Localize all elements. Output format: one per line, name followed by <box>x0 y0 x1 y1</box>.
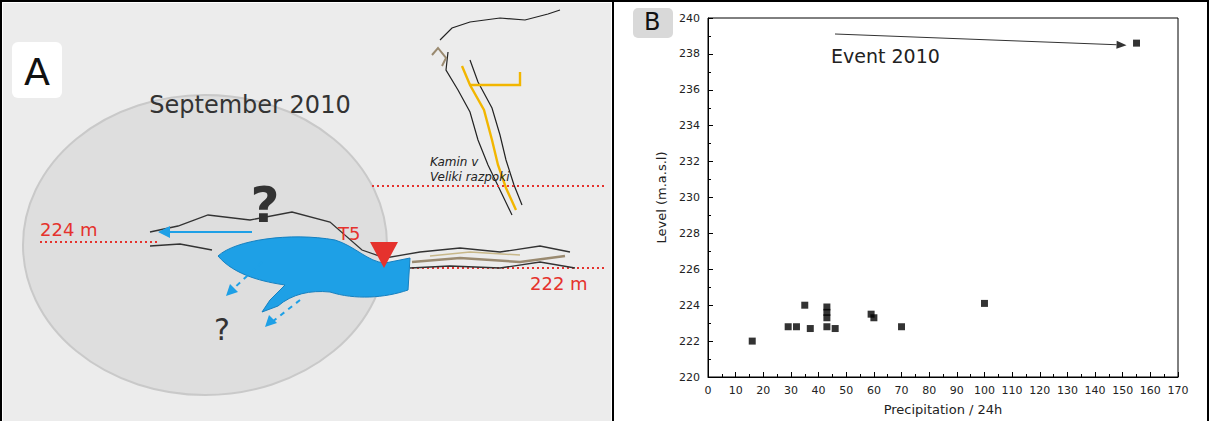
svg-text:Kamin v: Kamin v <box>430 155 479 169</box>
svg-text:40: 40 <box>812 384 826 397</box>
svg-text:232: 232 <box>679 155 700 168</box>
svg-text:170: 170 <box>1168 384 1189 397</box>
svg-text:Level (m.a.s.l): Level (m.a.s.l) <box>654 151 669 243</box>
svg-text:?: ? <box>250 176 279 234</box>
svg-text:B: B <box>644 8 660 36</box>
svg-text:Event 2010: Event 2010 <box>831 45 940 67</box>
svg-text:236: 236 <box>679 83 700 96</box>
svg-text:T5: T5 <box>337 223 360 244</box>
svg-text:60: 60 <box>867 384 881 397</box>
svg-text:?: ? <box>214 312 230 347</box>
svg-text:70: 70 <box>895 384 909 397</box>
svg-text:A: A <box>24 50 50 94</box>
svg-text:20: 20 <box>756 384 770 397</box>
svg-text:224: 224 <box>679 299 700 312</box>
svg-text:224 m: 224 m <box>40 219 98 240</box>
svg-text:Precipitation / 24h: Precipitation / 24h <box>884 402 1003 417</box>
svg-text:234: 234 <box>679 119 700 132</box>
svg-text:10: 10 <box>729 384 743 397</box>
svg-text:238: 238 <box>679 47 700 60</box>
svg-text:226: 226 <box>679 263 700 276</box>
svg-text:80: 80 <box>922 384 936 397</box>
svg-text:130: 130 <box>1057 384 1078 397</box>
svg-text:50: 50 <box>839 384 853 397</box>
svg-text:240: 240 <box>679 12 700 25</box>
svg-text:90: 90 <box>950 384 964 397</box>
svg-text:Veliki razpoki: Veliki razpoki <box>430 170 510 184</box>
svg-text:150: 150 <box>1112 384 1133 397</box>
svg-text:222: 222 <box>679 335 700 348</box>
svg-text:140: 140 <box>1085 384 1106 397</box>
svg-text:222 m: 222 m <box>530 273 588 294</box>
svg-text:100: 100 <box>974 384 995 397</box>
svg-text:30: 30 <box>784 384 798 397</box>
svg-text:230: 230 <box>679 191 700 204</box>
svg-text:220: 220 <box>679 371 700 384</box>
svg-text:160: 160 <box>1140 384 1161 397</box>
svg-text:228: 228 <box>679 227 700 240</box>
svg-text:120: 120 <box>1029 384 1050 397</box>
svg-text:0: 0 <box>705 384 712 397</box>
svg-text:110: 110 <box>1002 384 1023 397</box>
svg-text:September 2010: September 2010 <box>149 91 350 119</box>
